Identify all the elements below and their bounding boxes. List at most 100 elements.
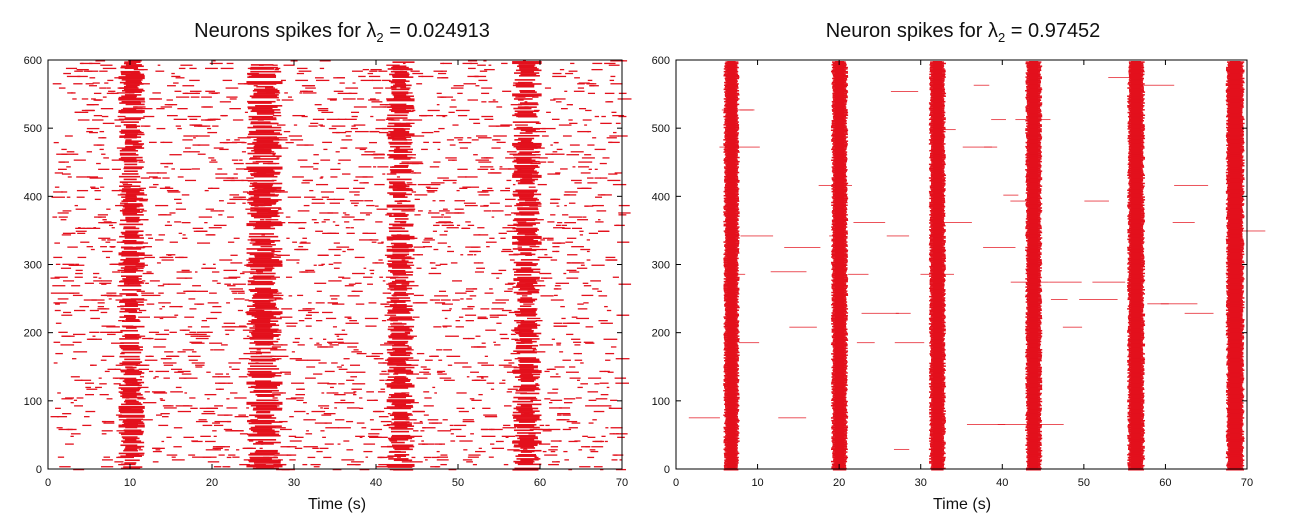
- spike-mark: [1185, 313, 1214, 314]
- spike-mark: [355, 283, 362, 284]
- burst-edge: [929, 177, 946, 179]
- spike-mark: [184, 392, 187, 393]
- burst-spike: [389, 215, 407, 217]
- spike-mark: [505, 199, 516, 200]
- burst-edge: [833, 91, 848, 93]
- spike-mark: [217, 168, 222, 169]
- burst-edge: [832, 380, 847, 382]
- burst-edge: [724, 462, 739, 464]
- burst-edge: [725, 185, 737, 187]
- burst-edge: [724, 305, 739, 307]
- burst-spike: [246, 248, 282, 250]
- spike-mark: [1003, 195, 1018, 196]
- spike-mark: [350, 376, 357, 377]
- spike-mark: [219, 149, 228, 150]
- spike-mark: [239, 325, 246, 326]
- burst-edge: [723, 384, 737, 386]
- burst-edge: [833, 233, 848, 235]
- spike-mark: [226, 139, 230, 140]
- spike-mark: [604, 371, 609, 372]
- spike-mark: [57, 392, 61, 393]
- spike-mark: [403, 119, 412, 120]
- burst-spike: [518, 364, 533, 366]
- burst-edge: [1027, 220, 1040, 222]
- spike-mark: [1174, 185, 1208, 186]
- spike-mark: [231, 180, 244, 181]
- spike-mark: [480, 166, 493, 167]
- spike-mark: [342, 173, 350, 174]
- spike-mark: [552, 461, 559, 462]
- spike-mark: [351, 128, 358, 129]
- spike-mark: [353, 391, 356, 392]
- burst-edge: [724, 368, 739, 370]
- burst-spike: [249, 191, 275, 193]
- spike-mark: [433, 161, 440, 162]
- spike-mark: [174, 427, 182, 428]
- burst-edge: [930, 100, 944, 102]
- spike-mark: [338, 93, 352, 94]
- spike-mark: [374, 157, 385, 158]
- spike-mark: [334, 91, 344, 92]
- burst-spike: [515, 314, 537, 316]
- spike-mark: [381, 421, 392, 422]
- burst-edge: [1129, 85, 1143, 87]
- spike-mark: [333, 326, 337, 327]
- spike-mark: [595, 197, 602, 198]
- spike-mark: [481, 377, 484, 378]
- burst-spike: [514, 279, 537, 281]
- burst-edge: [930, 250, 946, 252]
- chart-title-right-suffix: = 0.97452: [1005, 20, 1100, 42]
- spike-mark: [584, 342, 594, 343]
- burst-edge: [1129, 382, 1144, 384]
- burst-spike: [515, 110, 539, 112]
- burst-spike: [252, 330, 277, 332]
- burst-edge: [832, 248, 846, 250]
- y-tick-label: 600: [24, 55, 42, 67]
- spike-mark: [467, 254, 473, 255]
- burst-edge: [1127, 386, 1142, 388]
- burst-spike: [392, 139, 407, 141]
- burst-edge: [929, 76, 946, 78]
- spike-mark: [286, 259, 300, 260]
- burst-edge: [833, 237, 848, 239]
- spike-mark: [200, 436, 211, 437]
- burst-edge: [1026, 206, 1040, 208]
- spike-mark: [567, 270, 577, 271]
- burst-edge: [1026, 323, 1042, 325]
- spike-mark: [564, 398, 575, 399]
- spike-mark: [784, 247, 820, 248]
- burst-edge: [1026, 161, 1042, 163]
- spike-mark: [81, 380, 91, 381]
- burst-edge: [832, 191, 847, 193]
- spike-mark: [424, 239, 435, 240]
- spike-mark: [322, 437, 326, 438]
- burst-spike: [120, 220, 140, 222]
- burst-edge: [1129, 393, 1144, 395]
- spike-mark: [504, 291, 512, 292]
- burst-edge: [724, 187, 738, 189]
- spike-mark: [166, 356, 179, 357]
- spike-mark: [370, 116, 373, 117]
- burst-edge: [931, 149, 944, 151]
- burst-spike: [393, 76, 414, 78]
- burst-spike: [122, 211, 142, 213]
- spike-mark: [1173, 222, 1195, 223]
- burst-edge: [725, 169, 738, 171]
- burst-spike: [390, 316, 412, 318]
- burst-edge: [1027, 200, 1041, 202]
- burst-edge: [1128, 125, 1145, 127]
- spike-mark: [76, 209, 87, 210]
- spike-mark: [274, 69, 278, 70]
- spike-mark: [289, 436, 296, 437]
- burst-spike: [390, 271, 413, 273]
- burst-edge: [833, 348, 847, 350]
- burst-edge: [1129, 147, 1145, 149]
- spike-mark: [401, 210, 414, 211]
- spike-mark: [778, 417, 806, 418]
- spike-mark: [551, 259, 557, 260]
- burst-edge: [1027, 281, 1041, 283]
- spike-mark: [577, 303, 583, 304]
- spike-mark: [1051, 299, 1068, 300]
- burst-edge: [725, 248, 739, 250]
- burst-edge: [1027, 345, 1040, 347]
